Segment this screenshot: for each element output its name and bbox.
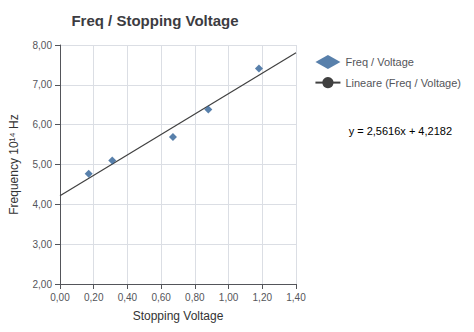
- svg-text:5,00: 5,00: [33, 159, 53, 170]
- svg-text:4,00: 4,00: [33, 199, 53, 210]
- svg-text:Stopping Voltage: Stopping Voltage: [133, 309, 224, 323]
- svg-text:8,00: 8,00: [33, 40, 53, 51]
- svg-text:Freq / Voltage: Freq / Voltage: [345, 56, 414, 68]
- svg-text:0,20: 0,20: [84, 292, 104, 303]
- svg-text:7,00: 7,00: [33, 79, 53, 90]
- svg-text:0,60: 0,60: [151, 292, 171, 303]
- svg-text:Frequency 10¹⁴ Hz: Frequency 10¹⁴ Hz: [7, 114, 21, 215]
- svg-text:2,00: 2,00: [33, 279, 53, 290]
- svg-text:1,20: 1,20: [253, 292, 273, 303]
- svg-text:3,00: 3,00: [33, 239, 53, 250]
- svg-text:1,40: 1,40: [286, 292, 306, 303]
- svg-text:Freq / Stopping Voltage: Freq / Stopping Voltage: [71, 12, 238, 29]
- svg-text:0,40: 0,40: [118, 292, 138, 303]
- svg-text:0,80: 0,80: [185, 292, 205, 303]
- svg-text:0,00: 0,00: [50, 292, 70, 303]
- svg-text:1,00: 1,00: [219, 292, 239, 303]
- svg-text:y = 2,5616x + 4,2182: y = 2,5616x + 4,2182: [349, 125, 452, 137]
- svg-text:6,00: 6,00: [33, 119, 53, 130]
- svg-text:Lineare (Freq / Voltage): Lineare (Freq / Voltage): [345, 77, 461, 89]
